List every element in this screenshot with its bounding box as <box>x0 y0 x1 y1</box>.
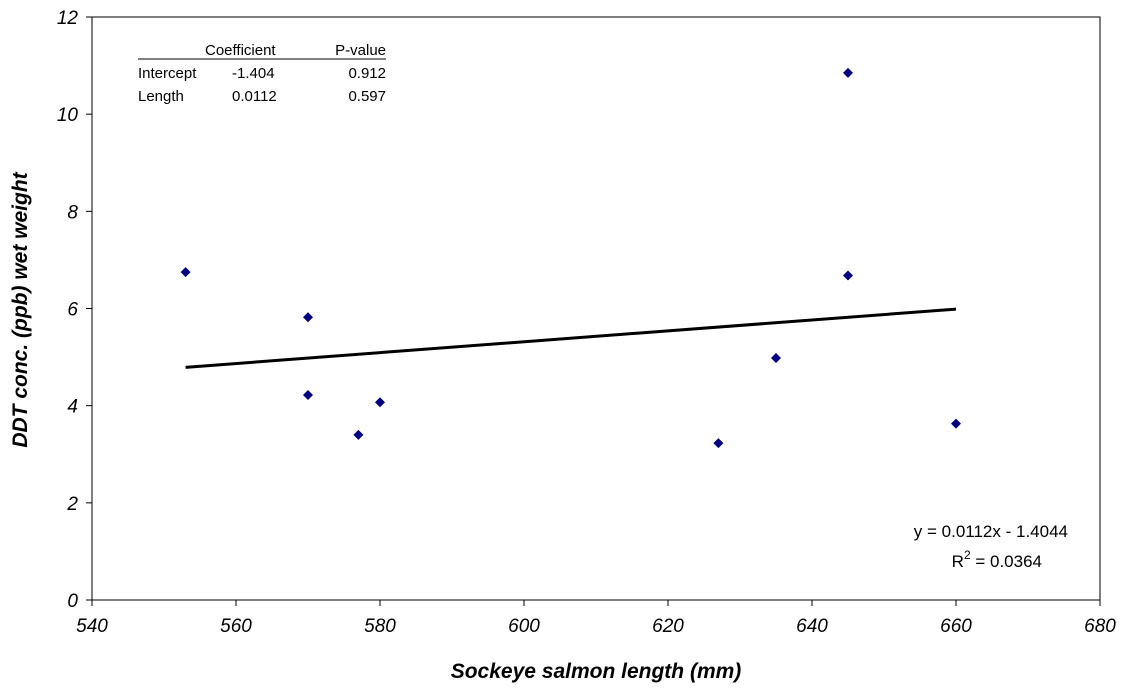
y-axis-title: DDT conc. (ppb) wet weight <box>9 171 32 447</box>
regression-table: Coefficient P-value Intercept -1.404 0.9… <box>138 42 386 105</box>
table-row-intercept-coefficient: -1.404 <box>232 65 275 82</box>
x-tick-label: 560 <box>220 616 252 637</box>
x-tick-label: 540 <box>76 616 108 637</box>
y-tick-label: 10 <box>57 105 79 126</box>
table-header-coefficient: Coefficient <box>205 42 276 59</box>
y-tick-label: 12 <box>57 8 79 29</box>
plot-area-frame <box>91 16 1101 601</box>
x-tick-label: 660 <box>940 616 972 637</box>
data-point <box>843 67 853 78</box>
r-squared-value: = 0.0364 <box>971 552 1042 571</box>
data-point <box>843 270 853 281</box>
x-tick-label: 640 <box>796 616 828 637</box>
table-row-length-coefficient: 0.0112 <box>232 88 277 105</box>
y-tick-label: 8 <box>67 202 78 223</box>
y-tick-label: 2 <box>66 494 78 515</box>
trendline <box>185 307 957 369</box>
data-point <box>951 418 961 429</box>
y-tick-label: 6 <box>67 300 78 321</box>
y-tick-label: 0 <box>67 591 78 612</box>
table-row-intercept-label: Intercept <box>138 65 197 82</box>
data-points <box>180 67 961 449</box>
x-tick-label: 600 <box>508 616 540 637</box>
data-point <box>303 312 313 323</box>
table-row-length-label: Length <box>138 88 184 105</box>
table-row-length-pvalue: 0.597 <box>348 88 386 105</box>
x-tick-label: 620 <box>652 616 684 637</box>
data-point <box>375 397 385 408</box>
x-tick-label: 580 <box>364 616 396 637</box>
data-point <box>353 429 364 440</box>
r-squared-prefix: R <box>952 552 964 571</box>
data-point <box>771 353 781 364</box>
y-axis-ticks: 0 2 4 6 8 10 12 <box>57 8 92 612</box>
r-squared-label: R2 = 0.0364 <box>952 548 1042 571</box>
x-tick-label: 680 <box>1084 616 1116 637</box>
data-point <box>303 389 313 400</box>
table-header-pvalue: P-value <box>335 42 386 59</box>
y-tick-label: 4 <box>67 397 78 418</box>
x-axis-title: Sockeye salmon length (mm) <box>451 660 742 683</box>
data-point <box>180 267 191 278</box>
table-row-intercept-pvalue: 0.912 <box>348 65 386 82</box>
r-squared-superscript: 2 <box>964 548 971 562</box>
x-axis-ticks: 540 560 580 600 620 640 660 680 <box>76 600 1116 637</box>
data-point <box>713 438 724 449</box>
trendline-equation: y = 0.0112x - 1.4044 <box>914 522 1068 541</box>
